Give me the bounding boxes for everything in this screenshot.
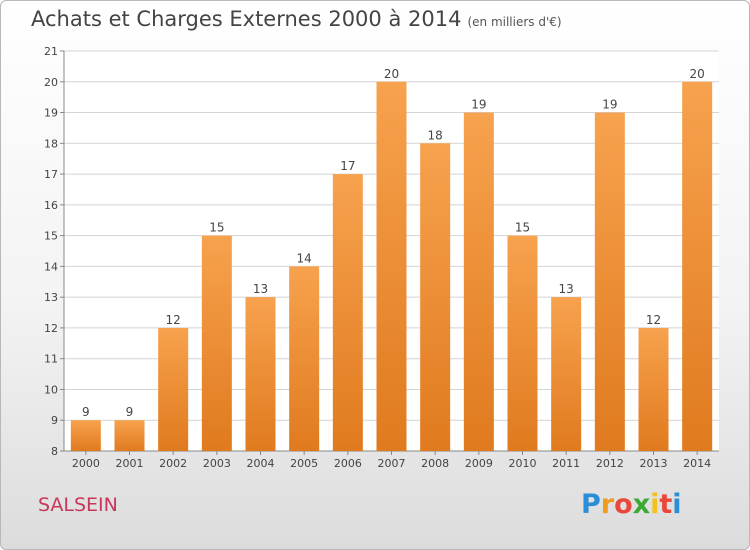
- bar: [201, 235, 232, 451]
- bar: [638, 327, 669, 451]
- logo-letter: x: [632, 489, 651, 520]
- chart-title: Achats et Charges Externes 2000 à 2014 (e…: [31, 7, 562, 31]
- y-tick-label: 10: [44, 383, 58, 396]
- bar-value-label: 20: [384, 67, 399, 81]
- x-tick-label: 2013: [640, 457, 668, 470]
- bar-value-label: 12: [166, 313, 181, 327]
- x-tick-label: 2008: [421, 457, 449, 470]
- bar-value-label: 20: [690, 67, 705, 81]
- x-tick-label: 2010: [509, 457, 537, 470]
- bar: [507, 235, 538, 451]
- bar: [70, 420, 101, 451]
- bar-value-label: 9: [82, 405, 90, 419]
- commune-name: SALSEIN: [38, 494, 118, 516]
- logo-letter: i: [650, 489, 660, 520]
- bar-value-label: 13: [559, 282, 574, 296]
- bar: [376, 81, 407, 452]
- y-tick-label: 14: [44, 260, 58, 273]
- bar: [158, 327, 189, 451]
- bar: [245, 297, 276, 451]
- bar: [332, 174, 363, 452]
- bar-value-label: 19: [471, 98, 486, 112]
- y-tick-label: 8: [51, 445, 58, 458]
- y-tick-label: 20: [44, 76, 58, 89]
- y-tick-label: 19: [44, 107, 58, 120]
- bar-value-label: 15: [515, 221, 530, 235]
- x-tick-label: 2012: [596, 457, 624, 470]
- logo-letter: r: [600, 489, 615, 520]
- chart-subtitle: (en milliers d'€): [467, 15, 562, 29]
- y-tick-label: 17: [44, 168, 58, 181]
- bar-value-label: 15: [209, 221, 224, 235]
- bar-value-label: 12: [646, 313, 661, 327]
- bar-value-label: 9: [126, 405, 134, 419]
- bar-value-label: 13: [253, 282, 268, 296]
- y-tick-label: 16: [44, 199, 58, 212]
- bar: [551, 297, 582, 451]
- x-tick-label: 2006: [334, 457, 362, 470]
- x-tick-label: 2014: [683, 457, 711, 470]
- x-tick-label: 2001: [116, 457, 144, 470]
- x-tick-label: 2002: [159, 457, 187, 470]
- bar: [463, 112, 494, 452]
- bar-value-label: 14: [297, 251, 312, 265]
- logo-letter: P: [581, 489, 601, 520]
- chart-title-text: Achats et Charges Externes 2000 à 2014: [31, 7, 462, 31]
- y-tick-label: 15: [44, 230, 58, 243]
- logo-letter: i: [672, 489, 682, 520]
- bar: [114, 420, 145, 451]
- bar-value-label: 17: [340, 159, 355, 173]
- y-tick-label: 12: [44, 322, 58, 335]
- y-tick-label: 9: [51, 414, 58, 427]
- y-tick-label: 18: [44, 137, 58, 150]
- y-tick-label: 21: [44, 45, 58, 58]
- bar: [289, 266, 320, 451]
- bar-value-label: 18: [428, 128, 443, 142]
- x-tick-label: 2000: [72, 457, 100, 470]
- x-tick-label: 2005: [290, 457, 318, 470]
- proxiti-logo: Proxiti: [581, 489, 682, 520]
- bar: [594, 112, 625, 452]
- x-tick-label: 2003: [203, 457, 231, 470]
- y-tick-label: 11: [44, 353, 58, 366]
- logo-letter: t: [659, 489, 673, 520]
- x-tick-label: 2004: [247, 457, 275, 470]
- x-tick-label: 2009: [465, 457, 493, 470]
- y-tick-label: 13: [44, 291, 58, 304]
- x-tick-label: 2011: [552, 457, 580, 470]
- x-tick-label: 2007: [378, 457, 406, 470]
- bar: [682, 81, 713, 452]
- bar-value-label: 19: [602, 98, 617, 112]
- logo-letter: o: [614, 489, 633, 520]
- bar: [420, 143, 451, 452]
